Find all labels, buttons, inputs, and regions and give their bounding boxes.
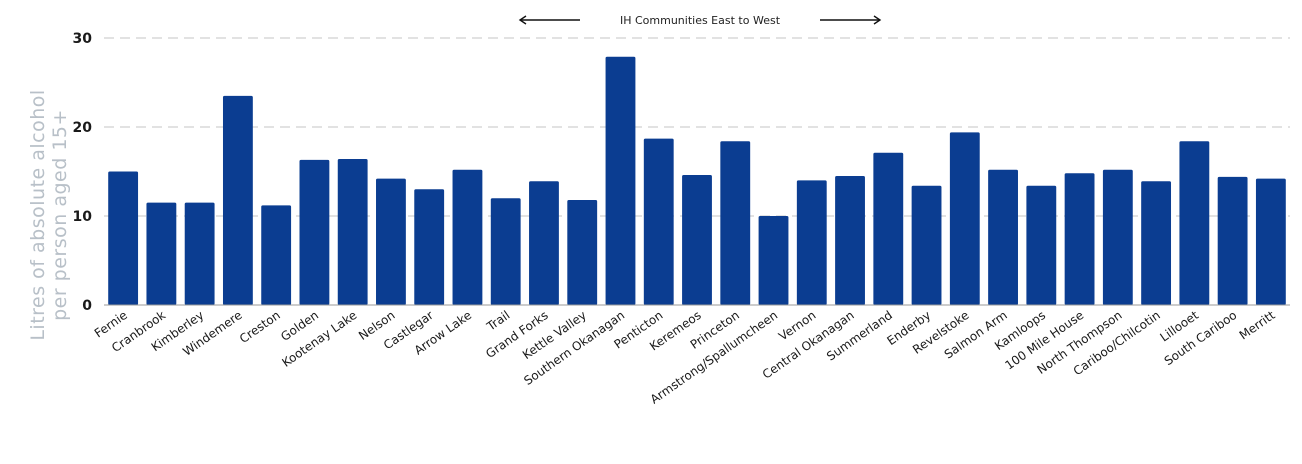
- bars: [108, 56, 1286, 305]
- bar-vernon: [796, 180, 827, 305]
- bar-100-mile-house: [1064, 173, 1095, 305]
- bar-kimberley: [184, 202, 215, 305]
- bar-southern-okanagan: [605, 56, 636, 305]
- bar-merritt: [1255, 178, 1286, 305]
- bar-trail: [490, 198, 521, 305]
- bar-kootenay-lake: [337, 159, 368, 305]
- x-tick-label: Merritt: [1237, 308, 1278, 343]
- bar-summerland: [873, 152, 904, 305]
- y-tick-label: 30: [73, 31, 93, 47]
- bar-salmon-arm: [988, 169, 1018, 305]
- x-tick-label: Trail: [483, 308, 512, 334]
- y-axis-label-line-1: Litres of absolute alcohol: [27, 89, 49, 340]
- bar-grand-forks: [529, 181, 559, 305]
- bar-armstrong-spallumcheen: [758, 216, 789, 305]
- y-tick-labels: 0 10 20 30: [73, 31, 93, 314]
- bar-golden: [299, 159, 330, 305]
- bar-revelstoke: [949, 132, 980, 305]
- bar-keremeos: [682, 175, 712, 305]
- bar-windemere: [222, 95, 253, 305]
- bar-nelson: [376, 178, 406, 305]
- y-axis-label-line-2: per person aged 15+: [49, 109, 71, 321]
- bar-creston: [261, 205, 292, 305]
- y-tick-label: 0: [82, 298, 92, 314]
- bar-penticton: [643, 138, 674, 305]
- bar-arrow-lake: [452, 169, 483, 305]
- bar-kettle-valley: [567, 199, 598, 305]
- x-tick-labels: FernieCranbrookKimberleyWindemereCreston…: [92, 308, 1278, 407]
- y-tick-label: 20: [73, 120, 93, 136]
- bar-fernie: [108, 171, 139, 305]
- direction-annotation-label: IH Communities East to West: [620, 14, 781, 27]
- bar-princeton: [720, 141, 751, 305]
- bar-kamloops: [1026, 185, 1057, 305]
- arrow-right-icon: [873, 15, 882, 25]
- bar-north-thompson: [1102, 169, 1133, 305]
- bar-cranbrook: [146, 202, 177, 305]
- bar-south-cariboo: [1217, 176, 1248, 305]
- bar-cariboo-chilcotin: [1141, 181, 1172, 305]
- bar-lillooet: [1179, 141, 1210, 305]
- bar-castlegar: [414, 189, 445, 305]
- y-axis-label: Litres of absolute alcohol per person ag…: [27, 89, 71, 340]
- y-tick-label: 10: [73, 209, 93, 225]
- direction-annotation: IH Communities East to West: [518, 14, 882, 27]
- arrow-left-icon: [518, 15, 527, 25]
- bar-enderby: [911, 185, 942, 305]
- x-tick-label: Creston: [237, 308, 283, 346]
- bar-central-okanagan: [835, 175, 865, 305]
